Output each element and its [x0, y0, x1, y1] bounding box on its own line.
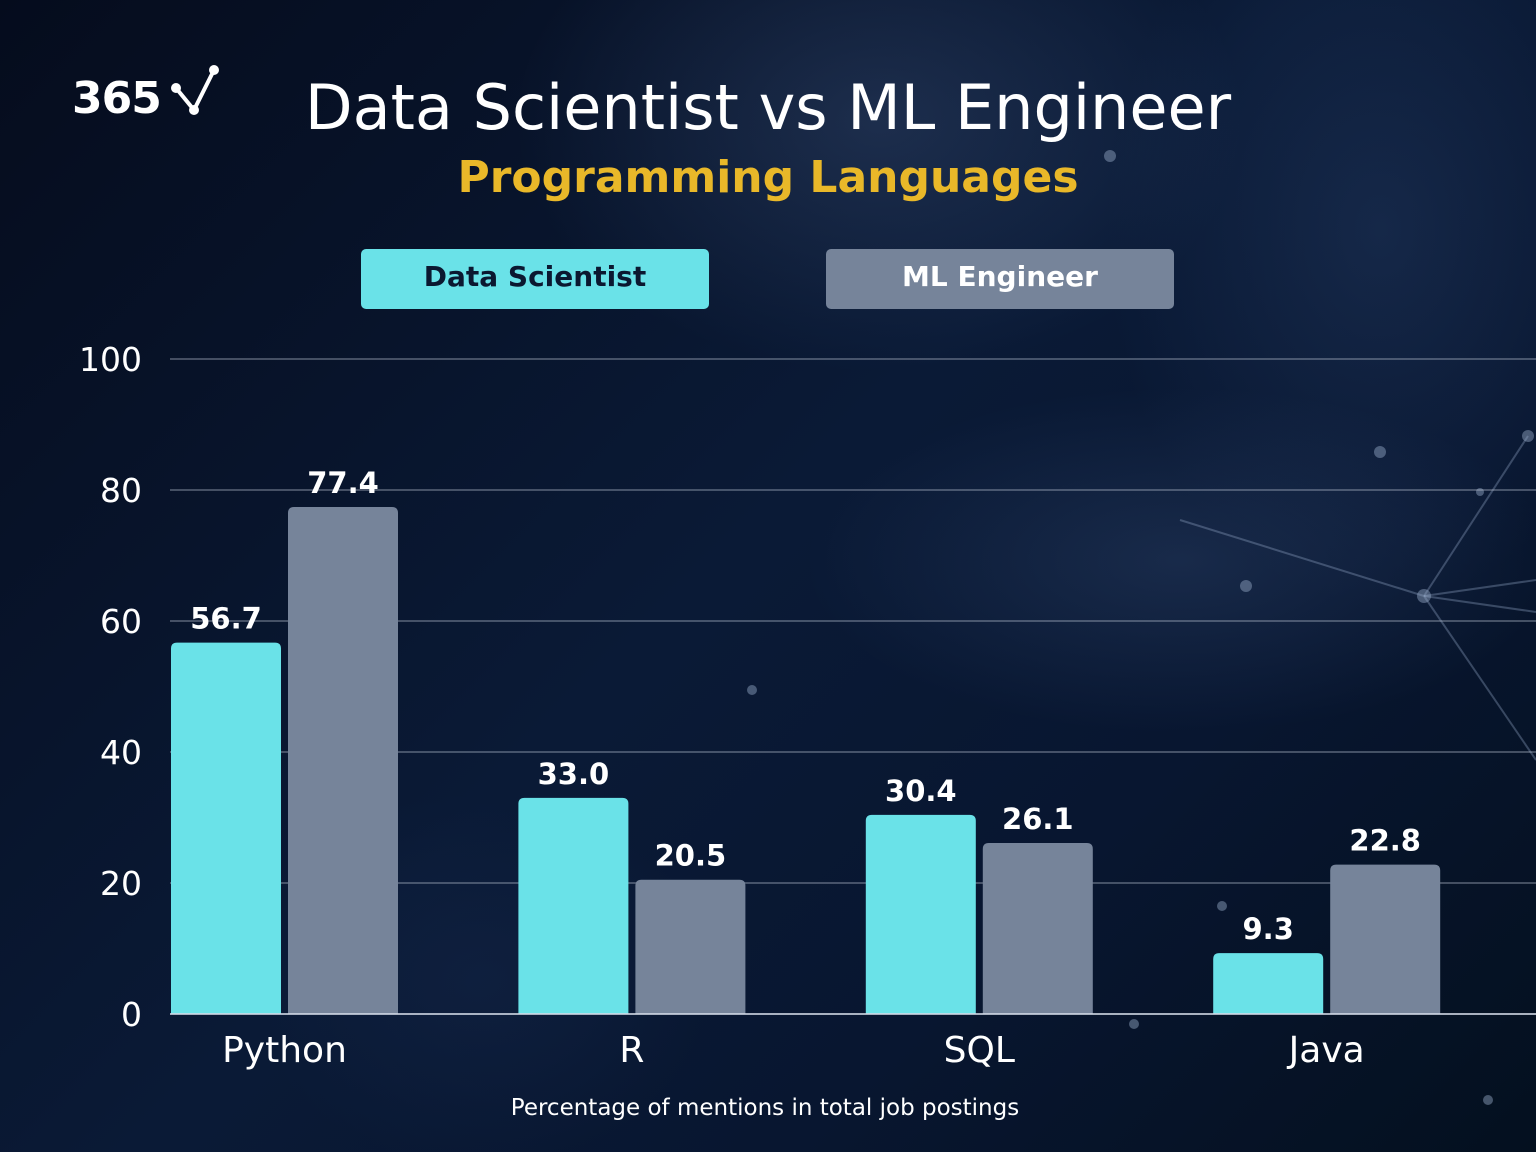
y-tick-label: 100	[79, 340, 142, 379]
chart-title: Data Scientist vs ML Engineer	[304, 71, 1232, 144]
bar	[288, 507, 398, 1014]
y-tick-label: 20	[100, 864, 142, 903]
x-tick-label: Java	[1287, 1030, 1365, 1071]
legend-item-ml-engineer: ML Engineer	[826, 249, 1174, 309]
logo-text: 365	[72, 73, 162, 124]
bar	[518, 797, 629, 1014]
data-label: 20.5	[655, 839, 727, 873]
bar	[1330, 864, 1441, 1014]
y-tick-label: 0	[121, 995, 142, 1034]
data-label: 22.8	[1349, 824, 1421, 858]
x-tick-label: SQL	[944, 1030, 1015, 1071]
bar	[171, 642, 281, 1014]
y-tick-label: 80	[100, 471, 142, 510]
x-tick-label: R	[619, 1030, 644, 1071]
bar	[1213, 953, 1324, 1014]
data-label: 33.0	[538, 757, 610, 791]
bar	[982, 843, 1093, 1014]
y-tick-label: 40	[100, 733, 142, 772]
data-label: 56.7	[190, 602, 262, 636]
data-label: 26.1	[1002, 802, 1074, 836]
x-axis-label: Percentage of mentions in total job post…	[510, 1095, 1020, 1121]
legend-item-data-scientist: Data Scientist	[361, 249, 709, 309]
checkmark-nodes-icon	[171, 65, 219, 115]
bar	[865, 814, 976, 1014]
y-tick-label: 60	[100, 602, 142, 641]
brand-logo: 365	[72, 58, 232, 128]
chart-subtitle: Programming Languages	[457, 152, 1079, 203]
bar	[635, 879, 746, 1014]
data-label: 9.3	[1243, 912, 1294, 946]
data-label: 30.4	[885, 774, 957, 808]
data-label: 77.4	[307, 466, 379, 500]
x-tick-label: Python	[222, 1030, 347, 1071]
